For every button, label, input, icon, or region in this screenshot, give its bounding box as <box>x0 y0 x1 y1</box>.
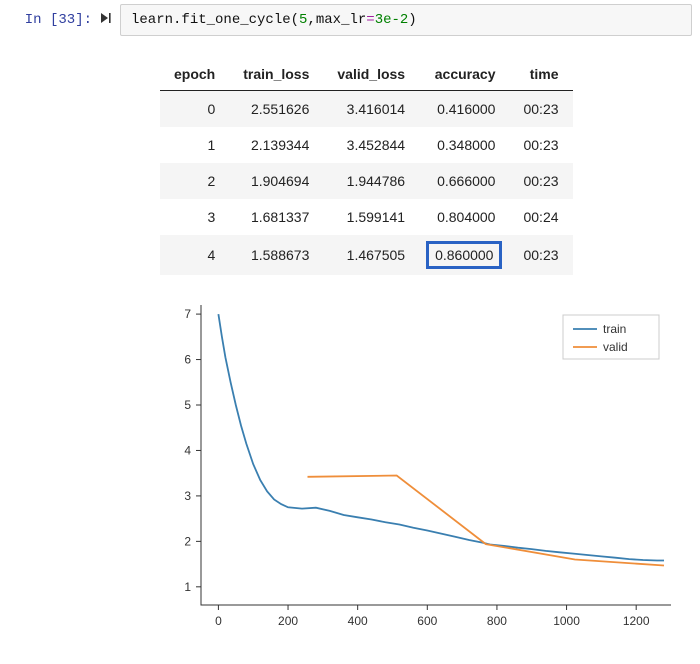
code-input[interactable]: learn.fit_one_cycle(5,max_lr=3e-2) <box>120 4 692 36</box>
table-cell: 3 <box>160 199 229 235</box>
table-row: 12.1393443.4528440.34800000:23 <box>160 127 573 163</box>
table-header: time <box>509 58 572 91</box>
table-cell: 00:23 <box>509 91 572 128</box>
table-row: 41.5886731.4675050.86000000:23 <box>160 235 573 275</box>
table-row: 02.5516263.4160140.41600000:23 <box>160 91 573 128</box>
cell-prompt: In [33]: <box>0 4 100 28</box>
table-header: accuracy <box>419 58 509 91</box>
table-cell: 1 <box>160 127 229 163</box>
table-header: train_loss <box>229 58 323 91</box>
table-cell: 0.860000 <box>419 235 509 275</box>
table-cell: 0 <box>160 91 229 128</box>
table-cell: 1.904694 <box>229 163 323 199</box>
ytick-label: 2 <box>184 534 191 548</box>
ytick-label: 4 <box>184 443 191 457</box>
ytick-label: 7 <box>184 307 191 321</box>
xtick-label: 1000 <box>553 614 580 628</box>
xtick-label: 200 <box>278 614 298 628</box>
table-cell: 0.666000 <box>419 163 509 199</box>
xtick-label: 0 <box>215 614 222 628</box>
table-header: epoch <box>160 58 229 91</box>
code-token: learn <box>131 12 173 28</box>
table-cell: 0.416000 <box>419 91 509 128</box>
table-cell: 00:24 <box>509 199 572 235</box>
legend-label: valid <box>603 340 628 354</box>
table-cell: 00:23 <box>509 127 572 163</box>
table-cell: 1.588673 <box>229 235 323 275</box>
table-cell: 00:23 <box>509 163 572 199</box>
ytick-label: 5 <box>184 398 191 412</box>
table-cell: 1.944786 <box>323 163 419 199</box>
table-cell: 2.139344 <box>229 127 323 163</box>
table-cell: 1.467505 <box>323 235 419 275</box>
chart-svg: 1 2 3 4 5 6 7 0 200 400 600 800 1000 1200 train valid <box>145 293 685 645</box>
table-header: valid_loss <box>323 58 419 91</box>
xtick-label: 800 <box>487 614 507 628</box>
run-cell-button[interactable] <box>100 4 120 24</box>
table-body: 02.5516263.4160140.41600000:2312.1393443… <box>160 91 573 276</box>
training-results-table: epochtrain_lossvalid_lossaccuracytime 02… <box>160 58 573 275</box>
table-cell: 1.599141 <box>323 199 419 235</box>
xtick-label: 1200 <box>623 614 650 628</box>
play-icon <box>100 12 112 24</box>
series-valid <box>308 476 665 566</box>
table-cell: 3.452844 <box>323 127 419 163</box>
ytick-label: 1 <box>184 580 191 594</box>
table-cell: 3.416014 <box>323 91 419 128</box>
table-row: 31.6813371.5991410.80400000:24 <box>160 199 573 235</box>
code-cell: In [33]: learn.fit_one_cycle(5,max_lr=3e… <box>0 0 700 40</box>
ytick-label: 6 <box>184 353 191 367</box>
legend-label: train <box>603 322 626 336</box>
table-header-row: epochtrain_lossvalid_lossaccuracytime <box>160 58 573 91</box>
ytick-label: 3 <box>184 489 191 503</box>
highlighted-value: 0.860000 <box>426 241 502 269</box>
table-cell: 0.804000 <box>419 199 509 235</box>
cell-output: epochtrain_lossvalid_lossaccuracytime 02… <box>120 40 700 645</box>
xtick-label: 400 <box>348 614 368 628</box>
table-cell: 2.551626 <box>229 91 323 128</box>
table-cell: 1.681337 <box>229 199 323 235</box>
table-cell: 4 <box>160 235 229 275</box>
table-cell: 00:23 <box>509 235 572 275</box>
loss-chart: 1 2 3 4 5 6 7 0 200 400 600 800 1000 1200 train valid <box>145 293 700 645</box>
table-cell: 2 <box>160 163 229 199</box>
table-row: 21.9046941.9447860.66600000:23 <box>160 163 573 199</box>
table-cell: 0.348000 <box>419 127 509 163</box>
xtick-label: 600 <box>417 614 437 628</box>
